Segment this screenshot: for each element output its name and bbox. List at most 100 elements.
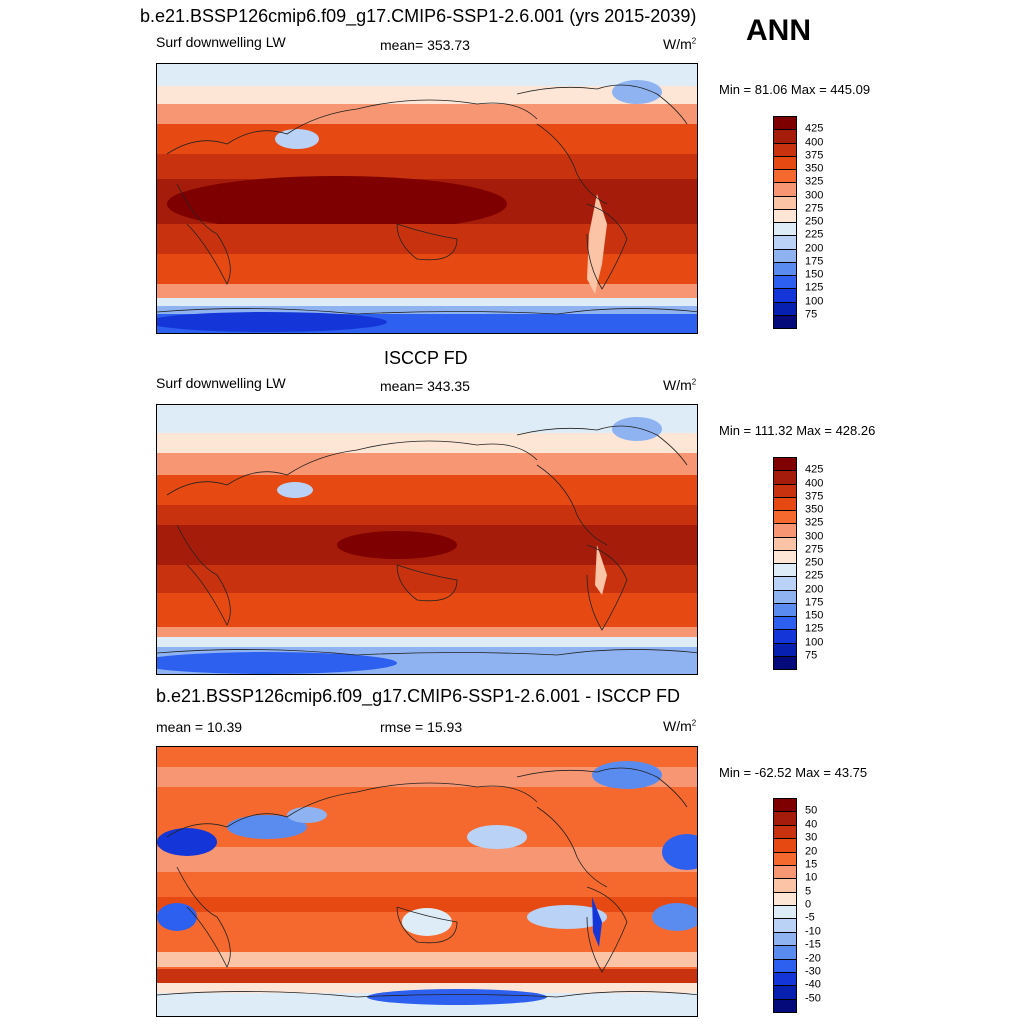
colorbar-tick-label: 250: [805, 215, 824, 228]
colorbar-tick-label: 425: [805, 122, 824, 135]
colorbar-box: [773, 563, 797, 577]
panel3-colorbar: 50 40 30 20 15 10 5 0 -5 -10 -15 -20 -30 -40 -50: [773, 798, 821, 1013]
colorbar-tick-label: 15: [805, 858, 818, 871]
colorbar-tick-label: 100: [805, 295, 824, 307]
colorbar-box: [773, 182, 797, 196]
colorbar-box: [773, 116, 797, 130]
colorbar-tick-label: 350: [805, 162, 824, 175]
colorbar-box: [773, 261, 797, 276]
colorbar-tick-label: 225: [805, 228, 824, 241]
panel3-rmse-label: rmse = 15.93: [380, 719, 463, 735]
colorbar-tick-label: 125: [805, 281, 824, 294]
panel2-title: ISCCP FD: [384, 348, 468, 368]
colorbar-box: [773, 958, 797, 973]
panel1-mean-label: mean= 353.73: [380, 37, 470, 53]
colorbar-box: [773, 275, 797, 289]
colorbar-box: [773, 838, 797, 852]
colorbar-box: [773, 483, 797, 498]
colorbar-box: [773, 851, 797, 866]
colorbar-box: [773, 457, 797, 471]
panel2-units: W/m2: [663, 377, 697, 393]
colorbar-box: [773, 616, 797, 630]
colorbar-tick-label: -5: [805, 911, 815, 924]
colorbar-box: [773, 155, 797, 170]
colorbar-box: [773, 169, 797, 183]
panel1-title: b.e21.BSSP126cmip6.f09_g17.CMIP6-SSP1-2.…: [140, 6, 697, 26]
colorbar-box: [773, 891, 797, 906]
colorbar-box: [773, 314, 797, 329]
colorbar-tick-label: -30: [805, 965, 821, 978]
colorbar-box: [773, 998, 797, 1013]
colorbar-box: [773, 129, 797, 143]
colorbar-tick-label: 300: [805, 530, 824, 542]
colorbar-box: [773, 248, 797, 263]
colorbar-box: [773, 655, 797, 670]
panel2-mean-label: mean= 343.35: [380, 378, 470, 394]
panel3-map: [156, 746, 698, 1017]
colorbar-tick-label: 275: [805, 543, 824, 556]
colorbar-tick-label: 225: [805, 569, 824, 582]
colorbar-box: [773, 971, 797, 986]
colorbar-box: [773, 549, 797, 564]
colorbar-box: [773, 288, 797, 302]
colorbar-box: [773, 208, 797, 223]
colorbar-tick-label: 150: [805, 268, 824, 281]
panel2-field: [157, 405, 697, 674]
colorbar-box: [773, 602, 797, 617]
panel1-units: W/m2: [663, 36, 697, 52]
colorbar-box: [773, 301, 797, 316]
colorbar-tick-label: 150: [805, 609, 824, 622]
colorbar-box: [773, 985, 797, 1000]
colorbar-tick-label: 10: [805, 871, 818, 884]
colorbar-tick-label: 200: [805, 242, 824, 254]
colorbar-box: [773, 864, 797, 879]
colorbar-tick-label: 30: [805, 831, 818, 844]
colorbar-tick-label: 40: [805, 818, 818, 831]
colorbar-tick-label: 100: [805, 636, 824, 648]
colorbar-box: [773, 878, 797, 893]
colorbar-tick-label: -40: [805, 978, 821, 991]
colorbar-box: [773, 811, 797, 826]
colorbar-tick-label: -20: [805, 952, 821, 964]
panel1-colorbar: 425 400 375 350 325 300 275 250 225 200 175 150 125 1…: [773, 116, 823, 329]
colorbar-box: [773, 235, 797, 249]
colorbar-box: [773, 536, 797, 551]
colorbar-tick-label: 400: [805, 136, 824, 148]
colorbar-box: [773, 642, 797, 657]
panel2-colorbar: 425 400 375 350 325 300 275 250 225 200 175 150 125 1…: [773, 457, 823, 670]
colorbar-tick-label: 175: [805, 255, 824, 268]
colorbar-tick-label: -15: [805, 938, 821, 951]
period-label: ANN: [746, 14, 811, 47]
colorbar-tick-label: 375: [805, 149, 824, 162]
colorbar-tick-label: 125: [805, 622, 824, 635]
colorbar-box: [773, 931, 797, 946]
colorbar-box: [773, 576, 797, 590]
colorbar-box: [773, 798, 797, 812]
colorbar-tick-label: 75: [805, 308, 818, 321]
panel3-field: [157, 747, 697, 1016]
panel3-title: b.e21.BSSP126cmip6.f09_g17.CMIP6-SSP1-2.…: [156, 686, 680, 706]
colorbar-tick-label: 50: [805, 804, 818, 817]
colorbar-tick-label: 20: [805, 845, 818, 857]
colorbar-tick-label: 375: [805, 490, 824, 503]
colorbar-box: [773, 523, 797, 537]
colorbar-box: [773, 905, 797, 919]
colorbar-tick-label: 75: [805, 649, 818, 662]
panel3-mean-label: mean = 10.39: [156, 719, 243, 735]
colorbar-tick-label: 300: [805, 189, 824, 201]
colorbar-tick-label: 175: [805, 596, 824, 609]
colorbar-tick-label: 275: [805, 202, 824, 215]
colorbar-tick-label: 325: [805, 516, 824, 529]
colorbar-tick-label: 325: [805, 175, 824, 188]
panel2-map: [156, 404, 698, 675]
colorbar-tick-label: 5: [805, 885, 812, 898]
colorbar-tick-label: 350: [805, 503, 824, 516]
colorbar-box: [773, 589, 797, 604]
colorbar-tick-label: -50: [805, 992, 821, 1005]
colorbar-tick-label: 200: [805, 583, 824, 595]
colorbar-box: [773, 195, 797, 210]
colorbar-box: [773, 945, 797, 959]
panel2-variable-label: Surf downwelling LW: [156, 375, 286, 391]
colorbar-box: [773, 142, 797, 157]
colorbar-tick-label: -10: [805, 925, 821, 938]
